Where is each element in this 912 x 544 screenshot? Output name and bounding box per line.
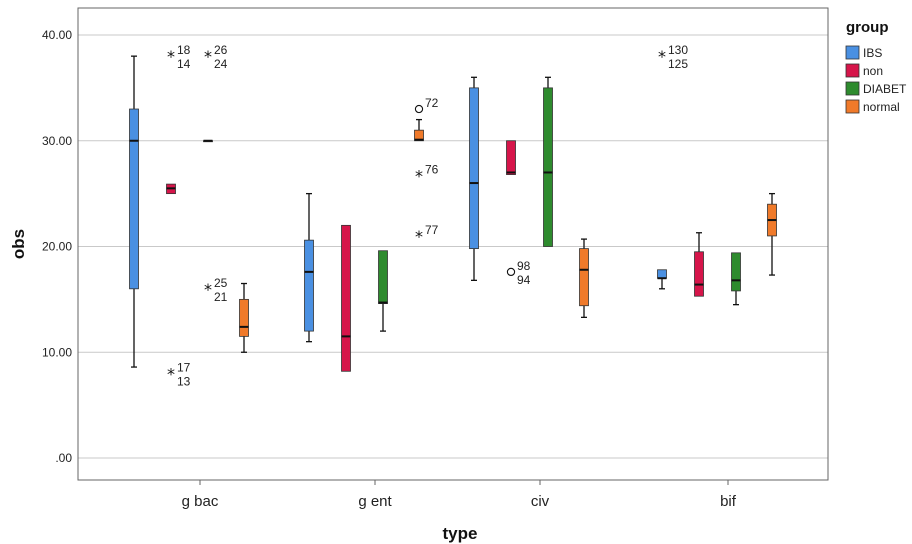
box-non-g-ent <box>341 224 351 372</box>
legend-swatch <box>845 45 860 60</box>
box-body <box>341 224 351 372</box>
outlier-star-marker: * <box>415 167 423 186</box>
case-label: 77 <box>425 223 439 237</box>
box-DIABET-civ <box>543 76 553 247</box>
gridlines <box>78 34 828 459</box>
box-body <box>469 87 479 250</box>
x-category-label: g bac <box>182 493 219 510</box>
legend: group IBS non DIABET normal <box>845 19 907 114</box>
box-body <box>579 248 589 307</box>
outlier-circle-marker <box>506 267 516 277</box>
y-tick-label: .00 <box>55 451 72 465</box>
legend-label: IBS <box>863 46 882 60</box>
case-label: 130 <box>668 43 688 57</box>
outlier-point: * 76 <box>415 163 439 186</box>
case-label: 26 <box>214 43 228 57</box>
box-IBS-g-bac <box>129 55 139 368</box>
box-normal-g-bac <box>239 282 249 353</box>
y-tick-label: 10.00 <box>42 345 72 359</box>
y-axis-ticks: .00 10.00 20.00 30.00 40.00 <box>42 28 72 465</box>
x-axis-title: type <box>443 524 478 543</box>
case-label: 13 <box>177 374 191 388</box>
box-IBS-bif <box>657 269 667 290</box>
box-body <box>414 129 424 142</box>
box-body <box>129 108 139 290</box>
legend-swatch <box>845 99 860 114</box>
y-tick-label: 20.00 <box>42 240 72 254</box>
case-label: 76 <box>425 163 439 177</box>
x-axis-categories: g bac g ent civ bif <box>182 493 737 510</box>
box-DIABET-g-ent <box>378 250 388 332</box>
box-IBS-civ <box>469 76 479 281</box>
outlier-star-marker: * <box>204 47 212 66</box>
case-label: 18 <box>177 43 191 57</box>
outlier-star-marker: * <box>658 47 666 66</box>
box-normal-civ <box>579 238 589 319</box>
plot-area-border <box>77 7 829 481</box>
box-body <box>239 298 249 337</box>
legend-label: normal <box>863 100 900 114</box>
legend-item-non: non <box>845 63 883 78</box>
case-label: 17 <box>177 360 191 374</box>
case-label: 25 <box>214 276 228 290</box>
boxes <box>129 55 777 372</box>
y-tick-label: 40.00 <box>42 28 72 42</box>
case-label: 125 <box>668 57 688 71</box>
box-body <box>731 252 741 292</box>
outlier-circle-marker <box>414 104 424 114</box>
plot-frame <box>77 7 829 485</box>
box-IBS-g-ent <box>304 192 314 343</box>
outlier-point: * 77 <box>415 223 439 246</box>
box-body <box>657 269 667 279</box>
x-category-label: bif <box>720 493 737 510</box>
legend-label: non <box>863 64 883 78</box>
case-label: 24 <box>214 57 228 71</box>
outlier-star-marker: * <box>167 364 175 383</box>
box-body <box>543 87 553 247</box>
box-non-bif <box>694 232 704 297</box>
outlier-star-marker: * <box>167 47 175 66</box>
case-label: 98 <box>517 259 531 273</box>
case-label: 72 <box>425 96 439 110</box>
y-tick-label: 30.00 <box>42 134 72 148</box>
box-body <box>304 239 314 332</box>
box-body <box>694 251 704 297</box>
legend-item-DIABET: DIABET <box>845 81 907 96</box>
x-category-label: g ent <box>358 493 392 510</box>
box-non-civ <box>506 140 516 175</box>
case-label: 14 <box>177 57 191 71</box>
legend-swatch <box>845 63 860 78</box>
outlier-star-marker: * <box>204 280 212 299</box>
legend-item-IBS: IBS <box>845 45 882 60</box>
box-DIABET-bif <box>731 252 741 306</box>
legend-title: group <box>846 19 889 36</box>
legend-label: DIABET <box>863 82 907 96</box>
box-non-g-bac <box>166 183 176 195</box>
box-body <box>378 250 388 305</box>
case-label: 21 <box>214 290 228 304</box>
y-axis-title: obs <box>9 229 28 259</box>
box-normal-bif <box>767 192 777 276</box>
x-category-label: civ <box>531 493 550 510</box>
legend-swatch <box>845 81 860 96</box>
box-normal-g-ent <box>414 118 424 142</box>
legend-item-normal: normal <box>845 99 900 114</box>
case-label: 94 <box>517 273 531 287</box>
box-DIABET-g-bac <box>203 139 213 143</box>
box-body <box>506 140 516 175</box>
outlier-point: 72 <box>414 96 439 114</box>
outlier-star-marker: * <box>415 227 423 246</box>
